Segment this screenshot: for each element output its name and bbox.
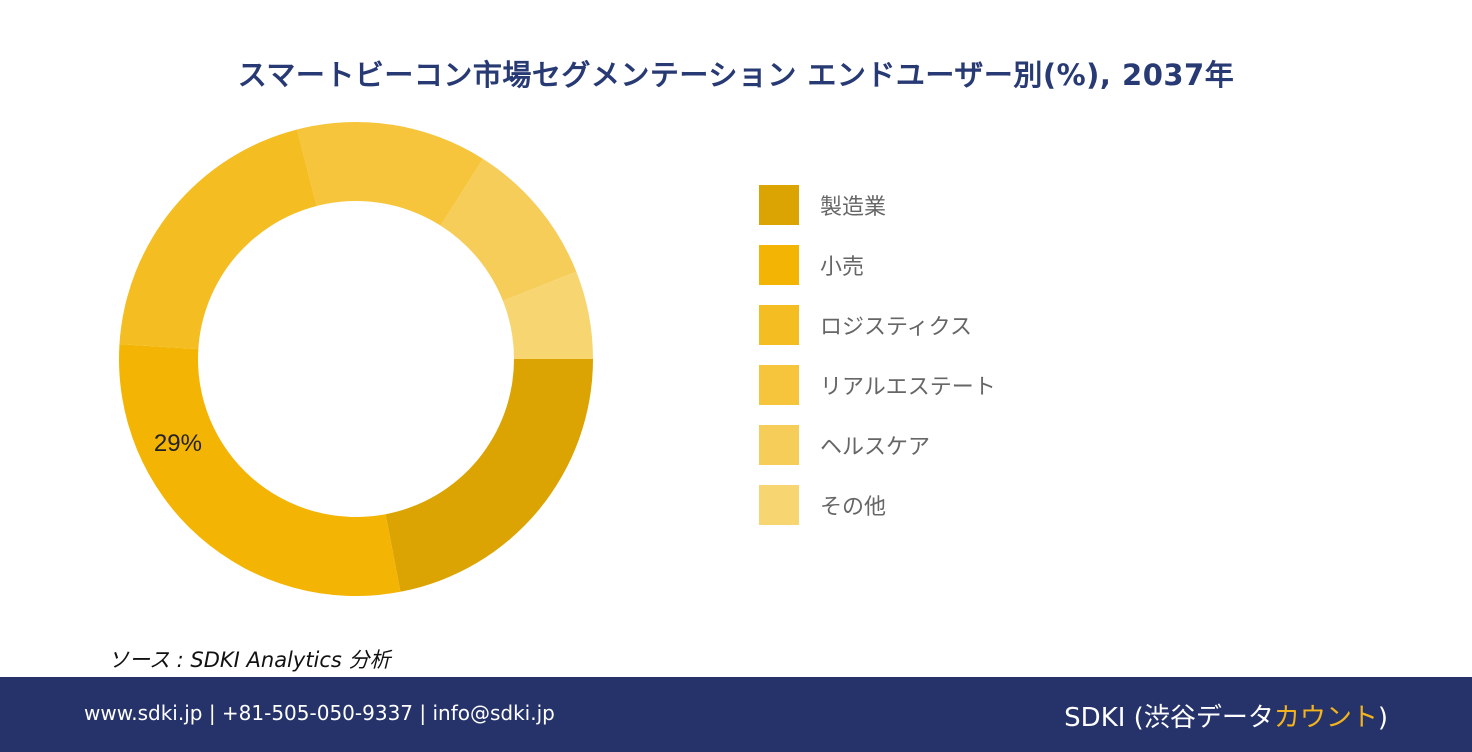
legend-label: ヘルスケア <box>820 435 931 460</box>
legend-swatch <box>759 485 799 525</box>
legend-swatch <box>759 305 799 345</box>
slice-retail <box>119 344 401 596</box>
legend-label: その他 <box>820 495 887 520</box>
footer-contact: www.sdki.jp | +81-505-050-9337 | info@sd… <box>84 701 555 725</box>
chart-legend: 製造業小売ロジスティクス リアルエステート ヘルスケアその他 <box>759 185 996 545</box>
legend-label: 小売 <box>820 255 865 280</box>
legend-swatch <box>759 365 799 405</box>
footer-bar: www.sdki.jp | +81-505-050-9337 | info@sd… <box>0 677 1472 752</box>
brand-prefix: SDKI (渋谷データ <box>1064 703 1274 733</box>
slice-healthcare <box>440 158 577 301</box>
legend-label: リアルエステート <box>820 375 996 400</box>
legend-swatch <box>759 245 799 285</box>
legend-item-retail: 小売 <box>759 245 996 285</box>
legend-item-logistics: ロジスティクス <box>759 305 996 345</box>
slice-logistics <box>119 129 317 350</box>
slice-other <box>502 271 593 359</box>
legend-label: ロジスティクス <box>820 315 973 340</box>
footer-brand: SDKI (渋谷データカウント) <box>1064 697 1388 734</box>
slice-real-estate <box>297 122 483 226</box>
brand-suffix: ) <box>1377 703 1388 733</box>
legend-label: 製造業 <box>820 195 887 220</box>
data-label-retail: 29% <box>154 430 202 457</box>
legend-swatch <box>759 185 799 225</box>
legend-swatch <box>759 425 799 465</box>
legend-item-other: その他 <box>759 485 996 525</box>
brand-accent: カウント <box>1273 703 1378 733</box>
legend-item-manufacturing: 製造業 <box>759 185 996 225</box>
chart-title: スマートビーコン市場セグメンテーション エンドユーザー別(%), 2037年 <box>237 58 1235 92</box>
slice-manufacturing <box>385 359 593 592</box>
legend-item-healthcare: ヘルスケア <box>759 425 996 465</box>
source-note: ソース : SDKI Analytics 分析 <box>108 648 391 672</box>
donut-chart: 29% <box>119 122 593 596</box>
legend-item-real-estate: リアルエステート <box>759 365 996 405</box>
